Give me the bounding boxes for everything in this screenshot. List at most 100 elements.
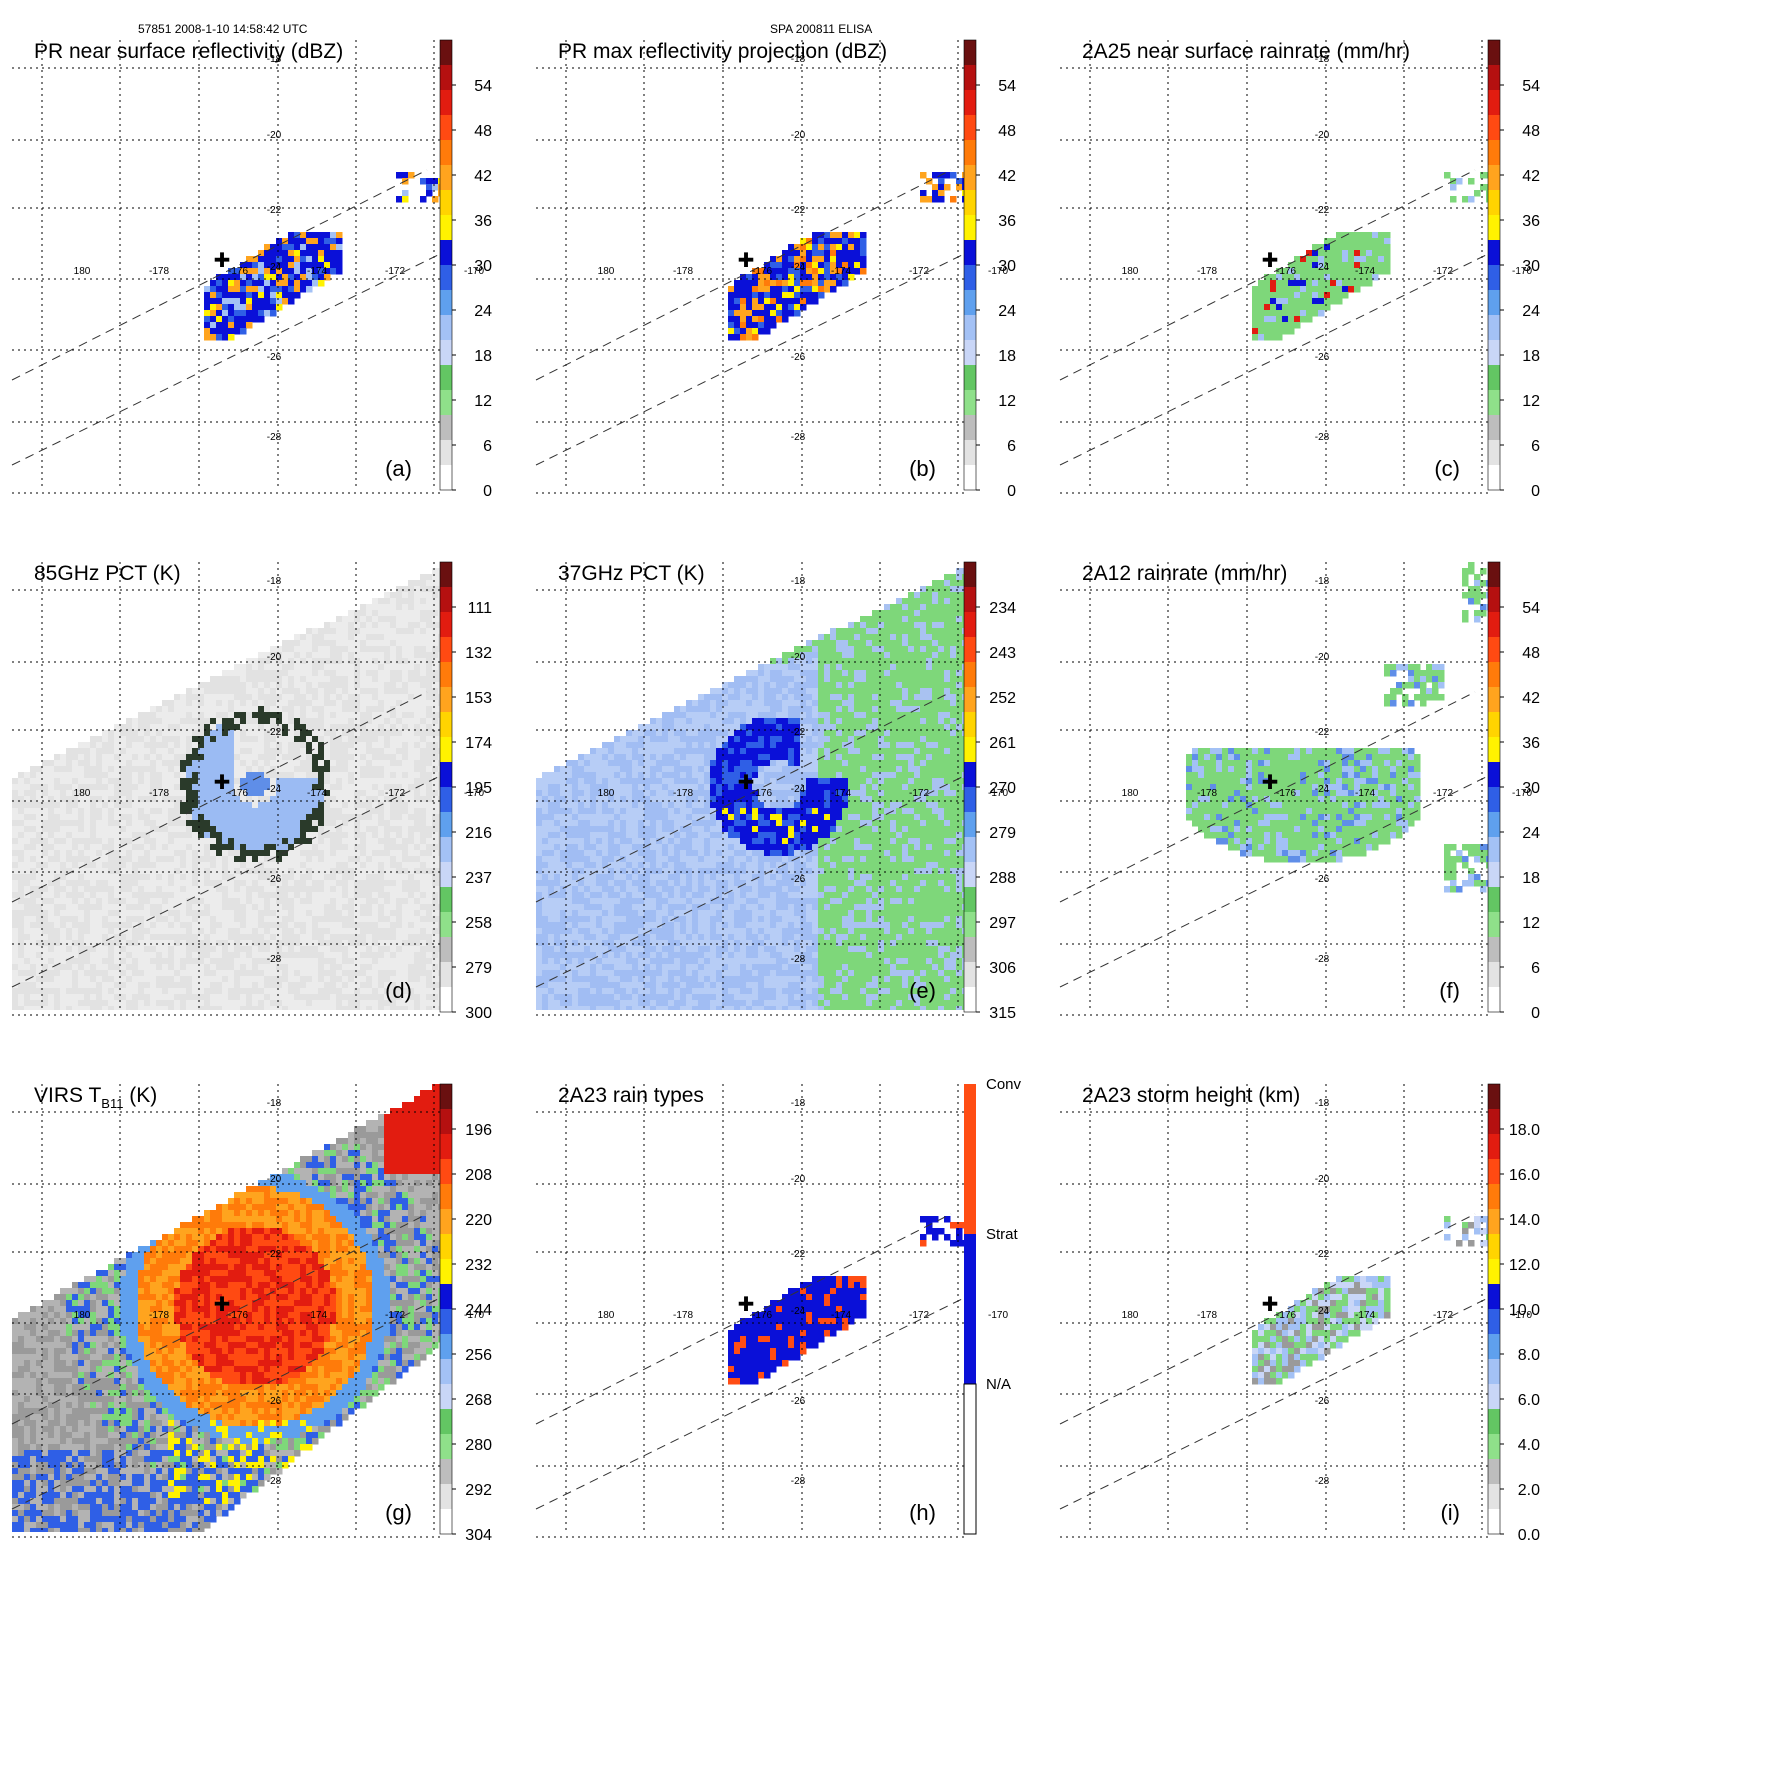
colorbar-step [440,340,452,366]
panel-f: 180 -178 -176 -174 -172 -170-18-20-22-24-26-2… [1059,561,1540,1022]
colorbar-step [440,937,452,963]
pr-swath-edge [1059,169,1476,381]
lat-label: -20 [791,130,806,141]
lat-label: -28 [791,432,806,443]
lon-label: -170 [464,266,484,277]
colorbar-label: 18.0 [1509,1122,1540,1139]
lon-label: -178 [673,788,693,799]
colorbar-step [440,787,452,813]
colorbar-label: 256 [465,1347,492,1364]
colorbar-step [964,762,976,788]
colorbar-label: 14.0 [1509,1212,1540,1229]
colorbar-step [964,165,976,191]
pr-swath-edge [535,1213,952,1425]
lat-label: -28 [1315,432,1330,443]
colorbar-step [440,1309,452,1335]
lon-label: 180 [74,266,91,277]
panel-b: 180 -178 -176 -174 -172 -170-18-20-22-24-26-2… [535,39,1016,500]
panel-title: PR near surface reflectivity (dBZ) [34,40,343,63]
lon-label: -172 [1433,266,1453,277]
colorbar-step [1488,215,1500,241]
colorbar-step [1488,1459,1500,1485]
lat-label: -20 [791,1174,806,1185]
colorbar-step [440,1484,452,1510]
colorbar-label: 6 [1007,438,1016,455]
colorbar-step [440,65,452,91]
panel-letter: (h) [909,1500,936,1525]
lat-label: -20 [791,652,806,663]
lon-label: 180 [598,788,615,799]
colorbar-label: 42 [474,168,492,185]
pr-swath-edge [11,774,443,988]
lon-label: -178 [149,1310,169,1321]
colorbar-label: 42 [1522,168,1540,185]
pr-swath-edge [1059,1296,1491,1510]
colorbar-step [440,837,452,863]
colorbar-step [440,315,452,341]
field-rainrate [1252,172,1490,341]
colorbar-step [1488,787,1500,813]
lon-label: -178 [673,266,693,277]
colorbar-label: 42 [998,168,1016,185]
colorbar-label: 111 [468,600,492,617]
panel-c: 180 -178 -176 -174 -172 -170-18-20-22-24-26-2… [1059,39,1540,500]
colorbar-label: 288 [989,870,1016,887]
panel-letter: (a) [385,456,412,481]
colorbar-step [1488,1434,1500,1460]
colorbar-label: 232 [465,1257,492,1274]
colorbar-step [1488,687,1500,713]
colorbar-step [1488,812,1500,838]
colorbar-label: 234 [989,600,1016,617]
lat-label: -24 [791,784,806,795]
colorbar-step [964,737,976,763]
lat-label: -26 [791,352,806,363]
colorbar-label: 270 [989,780,1016,797]
colorbar-step [440,587,452,613]
lat-label: -28 [791,954,806,965]
colorbar-step [440,165,452,191]
colorbar-label: 24 [998,303,1016,320]
colorbar-step [1488,637,1500,663]
colorbar-label: 0.0 [1518,1527,1540,1544]
colorbar-step [964,837,976,863]
lon-label: -174 [831,788,851,799]
colorbar-step [1488,165,1500,191]
colorbar-step [964,90,976,116]
colorbar-label: 6 [1531,960,1540,977]
colorbar-step [1488,887,1500,913]
colorbar-step [440,140,452,166]
colorbar-step [440,115,452,141]
pr-swath-edge [11,169,428,381]
lon-label: -174 [831,266,851,277]
lat-label: -20 [267,130,282,141]
colorbar-step [964,637,976,663]
colorbar-label: 216 [465,825,492,842]
colorbar-step [964,687,976,713]
colorbar-step [440,612,452,638]
lon-label: -178 [149,266,169,277]
lon-label: -170 [464,788,484,799]
panel-letter: (g) [385,1500,412,1525]
colorbar-step [1488,587,1500,613]
colorbar: 54 48 42 36 30 24 18 12 6 0 [1487,39,1540,500]
colorbar-label: 196 [465,1122,492,1139]
lon-label: -172 [1433,1310,1453,1321]
lon-label: -178 [1197,788,1217,799]
panel-letter: (i) [1440,1500,1460,1525]
colorbar-step [1488,1234,1500,1260]
colorbar-label: 36 [1522,213,1540,230]
colorbar-step [1488,1259,1500,1285]
colorbar-step [440,465,452,491]
colorbar-step [440,687,452,713]
colorbar-label: 54 [998,78,1016,95]
panel-title: 2A12 rainrate (mm/hr) [1082,562,1287,585]
colorbar: Conv Strat N/A [963,1076,1022,1535]
lat-label: -26 [267,874,282,885]
colorbar-step [1488,240,1500,266]
lon-label: -176 [1276,1310,1296,1321]
colorbar-step [440,390,452,416]
colorbar-step [440,637,452,663]
colorbar-label: 12 [998,393,1016,410]
lat-label: -28 [791,1476,806,1487]
panel-letter: (f) [1439,978,1460,1003]
